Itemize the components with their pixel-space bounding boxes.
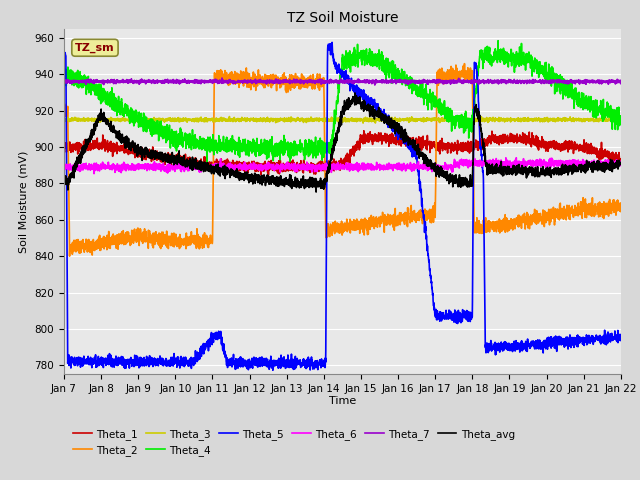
Theta_4	[60, 68, 68, 73]
Theta_6	[298, 165, 306, 171]
Theta_7	[547, 78, 554, 84]
Theta_1	[606, 152, 614, 157]
Theta_avg	[298, 177, 305, 183]
Theta_5	[606, 338, 614, 344]
Theta_6	[124, 161, 132, 167]
Theta_7	[617, 81, 625, 86]
Theta_2	[606, 204, 614, 210]
Line: Theta_3: Theta_3	[64, 117, 621, 123]
Theta_2	[298, 84, 306, 90]
Theta_avg	[124, 135, 131, 141]
Theta_4	[606, 108, 614, 114]
Theta_6	[60, 165, 68, 170]
Theta_7	[218, 75, 226, 81]
Line: Theta_2: Theta_2	[64, 64, 621, 256]
Line: Theta_4: Theta_4	[64, 41, 621, 162]
Theta_3	[157, 117, 164, 123]
Theta_1	[124, 147, 131, 153]
Theta_5	[274, 360, 282, 366]
Theta_4	[157, 123, 164, 129]
Theta_7	[298, 78, 306, 84]
Theta_5	[547, 338, 554, 344]
Theta_2	[461, 61, 468, 67]
Theta_avg	[617, 161, 625, 167]
Theta_2	[274, 74, 282, 80]
Theta_5	[328, 39, 336, 45]
Theta_avg	[312, 189, 320, 195]
Theta_avg	[157, 155, 164, 160]
Theta_6	[606, 161, 614, 167]
Theta_7	[124, 78, 131, 84]
Theta_3	[124, 117, 131, 123]
Line: Theta_6: Theta_6	[64, 158, 621, 174]
Theta_4	[617, 121, 625, 127]
X-axis label: Time: Time	[329, 396, 356, 406]
Title: TZ Soil Moisture: TZ Soil Moisture	[287, 11, 398, 25]
Theta_5	[269, 367, 276, 373]
Theta_1	[617, 157, 625, 163]
Theta_1	[547, 139, 554, 144]
Theta_3	[60, 118, 68, 124]
Theta_7	[157, 79, 164, 85]
Theta_avg	[606, 162, 614, 168]
Theta_7	[274, 80, 282, 85]
Legend: Theta_1, Theta_2, Theta_3, Theta_4, Theta_5, Theta_6, Theta_7, Theta_avg: Theta_1, Theta_2, Theta_3, Theta_4, Thet…	[69, 424, 519, 460]
Theta_7	[60, 78, 68, 84]
Theta_1	[360, 128, 368, 133]
Line: Theta_avg: Theta_avg	[64, 93, 621, 192]
Theta_5	[617, 336, 625, 341]
Theta_6	[513, 155, 520, 161]
Theta_2	[547, 213, 554, 219]
Theta_6	[617, 159, 625, 165]
Theta_5	[124, 361, 131, 367]
Theta_1	[298, 165, 306, 170]
Line: Theta_7: Theta_7	[64, 78, 621, 85]
Line: Theta_1: Theta_1	[64, 131, 621, 175]
Theta_2	[124, 231, 132, 237]
Theta_3	[274, 116, 282, 122]
Theta_2	[157, 246, 164, 252]
Theta_4	[298, 146, 306, 152]
Theta_avg	[351, 90, 359, 96]
Theta_6	[90, 171, 98, 177]
Theta_1	[60, 143, 68, 148]
Theta_6	[157, 166, 164, 171]
Theta_5	[60, 48, 68, 54]
Theta_2	[617, 208, 625, 214]
Theta_3	[547, 115, 554, 121]
Theta_1	[274, 170, 282, 176]
Theta_4	[274, 149, 282, 155]
Line: Theta_5: Theta_5	[64, 42, 621, 370]
Theta_6	[274, 162, 282, 168]
Theta_1	[157, 158, 164, 164]
Theta_avg	[274, 183, 282, 189]
Theta_4	[203, 159, 211, 165]
Theta_3	[468, 120, 476, 126]
Theta_2	[60, 115, 68, 120]
Theta_7	[606, 79, 614, 85]
Theta_5	[298, 360, 306, 366]
Y-axis label: Soil Moisture (mV): Soil Moisture (mV)	[19, 150, 29, 253]
Text: TZ_sm: TZ_sm	[75, 43, 115, 53]
Theta_4	[124, 103, 131, 108]
Theta_7	[371, 82, 379, 88]
Theta_avg	[547, 166, 554, 171]
Theta_6	[547, 156, 554, 161]
Theta_2	[66, 253, 74, 259]
Theta_3	[225, 114, 233, 120]
Theta_1	[264, 172, 272, 178]
Theta_3	[606, 117, 614, 123]
Theta_3	[298, 116, 306, 121]
Theta_4	[494, 38, 502, 44]
Theta_avg	[60, 170, 68, 176]
Theta_4	[547, 70, 554, 76]
Theta_3	[617, 116, 625, 122]
Theta_5	[157, 359, 164, 364]
